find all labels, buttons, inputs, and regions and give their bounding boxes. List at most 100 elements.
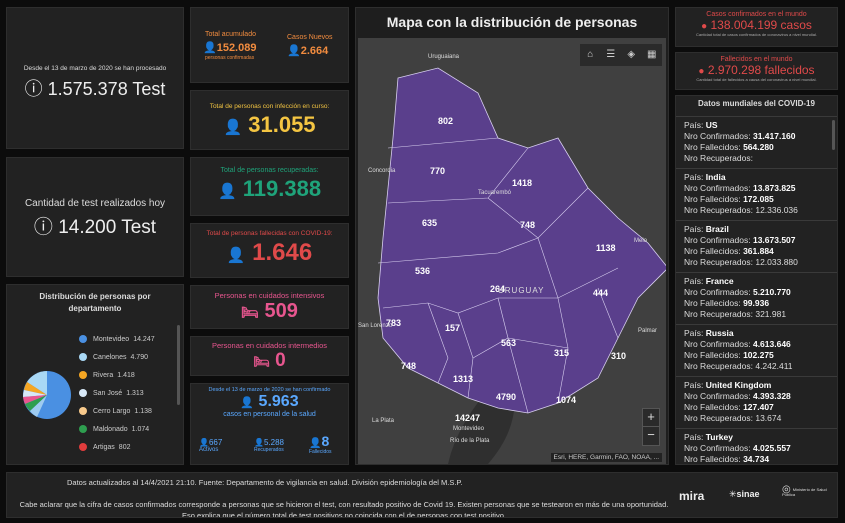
country-item[interactable]: País: France Nro Confirmados: 5.210.770 Nr… bbox=[676, 273, 837, 325]
world-conf-sub: Cantidad total de casos confirmados de c… bbox=[696, 32, 817, 37]
department-count-label[interactable]: 1418 bbox=[512, 178, 533, 188]
recuperadas-label: Total de personas recuperadas: bbox=[220, 167, 319, 174]
zoom-out-button[interactable]: − bbox=[647, 427, 655, 442]
legend-item[interactable]: Rivera 1.418 bbox=[79, 366, 171, 384]
legend-value: 1.418 bbox=[117, 371, 135, 379]
country-field: País: India bbox=[684, 172, 726, 182]
department-count-label[interactable]: 563 bbox=[501, 338, 517, 348]
department-count-label[interactable]: 783 bbox=[386, 318, 402, 328]
recuperados-value: 5.288 bbox=[263, 438, 284, 447]
pie-slice-other[interactable] bbox=[23, 395, 47, 404]
department-count-label[interactable]: 4790 bbox=[496, 392, 517, 402]
department-count-label[interactable]: 157 bbox=[445, 323, 461, 333]
department-count-label[interactable]: 444 bbox=[593, 288, 609, 298]
department-count-label[interactable]: 1138 bbox=[596, 243, 616, 253]
home-icon[interactable]: ⌂ bbox=[587, 49, 594, 60]
department-count-label[interactable]: 264 bbox=[490, 284, 506, 294]
place-label: Uruguaiana bbox=[428, 54, 460, 60]
mira-logo: mira bbox=[679, 489, 705, 503]
legend-item[interactable]: Cerro Largo 1.138 bbox=[79, 402, 171, 420]
total-tests-panel: Desde el 13 de marzo de 2020 se han proc… bbox=[6, 7, 184, 149]
world-dead-sub: Cantidad total de fallecidos a causa del… bbox=[696, 77, 817, 82]
place-label: Concordia bbox=[368, 168, 396, 174]
legend-swatch bbox=[79, 371, 87, 379]
today-tests-value: 14.200 Test bbox=[58, 217, 157, 238]
country-item[interactable]: País: US Nro Confirmados: 31.417.160 Nro F… bbox=[676, 117, 837, 169]
curso-label: Total de personas con infección en curso… bbox=[209, 103, 330, 110]
intensivos-value: 509 bbox=[264, 300, 298, 322]
country-field: País: US bbox=[684, 120, 718, 130]
place-label: Palmar bbox=[638, 328, 658, 334]
country-field: Nro Fallecidos: 361.884 bbox=[684, 246, 774, 256]
legend-swatch bbox=[79, 425, 87, 433]
fallecidos-value: 8 bbox=[321, 433, 330, 449]
department-count-label[interactable]: 315 bbox=[554, 348, 570, 358]
legend-item[interactable]: Maldonado 1.074 bbox=[79, 420, 171, 438]
activos-label: Activos bbox=[199, 447, 219, 453]
country-field: Nro Confirmados: 13.673.507 bbox=[684, 235, 796, 245]
department-count-label[interactable]: 536 bbox=[415, 266, 431, 276]
country-list[interactable]: País: US Nro Confirmados: 31.417.160 Nro F… bbox=[676, 117, 837, 464]
acumulado-label: Total acumulado bbox=[205, 31, 256, 38]
layers-icon[interactable]: ◈ bbox=[627, 49, 636, 60]
legend-scrollbar[interactable] bbox=[177, 325, 180, 405]
department-count-label[interactable]: 635 bbox=[422, 218, 438, 228]
uruguay-map[interactable] bbox=[358, 38, 666, 464]
legend-label: Artigas bbox=[93, 443, 115, 451]
department-count-label[interactable]: 1313 bbox=[453, 374, 474, 384]
country-field: Nro Confirmados: 13.873.825 bbox=[684, 183, 796, 193]
country-item[interactable]: País: United Kingdom Nro Confirmados: 4.3… bbox=[676, 377, 837, 429]
world-dead-value: 2.970.298 fallecidos bbox=[707, 63, 815, 77]
country-field: País: France bbox=[684, 276, 734, 286]
country-item[interactable]: País: Russia Nro Confirmados: 4.613.646 Nr… bbox=[676, 325, 837, 377]
country-field: Nro Recuperados: 321.981 bbox=[684, 309, 787, 319]
place-label: La Plata bbox=[372, 418, 395, 424]
pie-slice-sanjose[interactable] bbox=[22, 390, 47, 397]
pie-legend: Montevideo 14.247 Canelones 4.790 Rivera 1… bbox=[79, 330, 171, 456]
distribution-title: Distribución de personas por departament… bbox=[39, 292, 151, 313]
pie-chart[interactable] bbox=[17, 365, 77, 425]
department-count-label[interactable]: 770 bbox=[430, 166, 446, 176]
zoom-in-button[interactable]: + bbox=[643, 409, 659, 427]
legend-label: Cerro Largo bbox=[93, 407, 131, 415]
pie-slice-canelones[interactable] bbox=[27, 371, 47, 395]
legend-item[interactable]: Canelones 4.790 bbox=[79, 348, 171, 366]
country-field: Nro Fallecidos: 564.280 bbox=[684, 142, 774, 152]
person-icon: 👤 bbox=[309, 438, 322, 449]
department-count-label[interactable]: 1074 bbox=[556, 395, 577, 405]
pie-slice-rivera[interactable] bbox=[24, 382, 47, 395]
bed-icon: 🛏 bbox=[241, 304, 259, 320]
country-item[interactable]: País: Brazil Nro Confirmados: 13.673.507 N… bbox=[676, 221, 837, 273]
country-field: País: United Kingdom bbox=[684, 380, 772, 390]
nuevos-label: Casos Nuevos bbox=[287, 34, 333, 41]
recovered-panel: Total de personas recuperadas: 👤 119.388 bbox=[190, 157, 349, 216]
world-confirmed-panel: Casos confirmados en el mundo ● 138.004.… bbox=[675, 7, 838, 47]
department-count-label[interactable]: 310 bbox=[611, 351, 627, 361]
pie-slice-maldonado[interactable] bbox=[25, 395, 47, 411]
today-tests-panel: Cantidad de test realizados hoy ⓘ 14.200… bbox=[6, 157, 184, 277]
qr-icon[interactable]: ▦ bbox=[647, 49, 657, 60]
legend-item[interactable]: San José 1.313 bbox=[79, 384, 171, 402]
fallecidas-label: Total de personas fallecidas con COVID-1… bbox=[206, 230, 333, 237]
list-icon[interactable]: ☰ bbox=[606, 49, 616, 60]
department-count-label[interactable]: 802 bbox=[438, 116, 454, 126]
person-icon: 👤 bbox=[240, 397, 255, 409]
country-item[interactable]: País: Turkey Nro Confirmados: 4.025.557 Nr… bbox=[676, 429, 837, 464]
department-count-label[interactable]: 748 bbox=[520, 220, 536, 230]
world-conf-label: Casos confirmados en el mundo bbox=[706, 11, 807, 18]
department-count-label[interactable]: 748 bbox=[401, 361, 417, 371]
legend-item[interactable]: Montevideo 14.247 bbox=[79, 330, 171, 348]
zoom-controls: + − bbox=[642, 408, 660, 446]
country-field: Nro Fallecidos: 102.275 bbox=[684, 350, 774, 360]
country-field: Nro Confirmados: 5.210.770 bbox=[684, 287, 791, 297]
legend-item[interactable]: Artigas 802 bbox=[79, 438, 171, 456]
pie-slice-misc[interactable] bbox=[30, 395, 47, 417]
intermedios-value: 0 bbox=[275, 350, 286, 371]
map-attribution[interactable]: Esri, HERE, Garmin, FAO, NOAA, ... bbox=[550, 453, 662, 462]
department-count-label[interactable]: 14247 bbox=[455, 413, 481, 423]
country-item[interactable]: País: India Nro Confirmados: 13.873.825 Nr… bbox=[676, 169, 837, 221]
fallecidas-value: 1.646 bbox=[252, 239, 313, 266]
country-list-scrollbar[interactable] bbox=[832, 120, 835, 150]
map-area[interactable]: 802 770 1418 635 748 1138 536 264 444 783 157 563 31… bbox=[358, 38, 666, 464]
legend-swatch bbox=[79, 407, 87, 415]
